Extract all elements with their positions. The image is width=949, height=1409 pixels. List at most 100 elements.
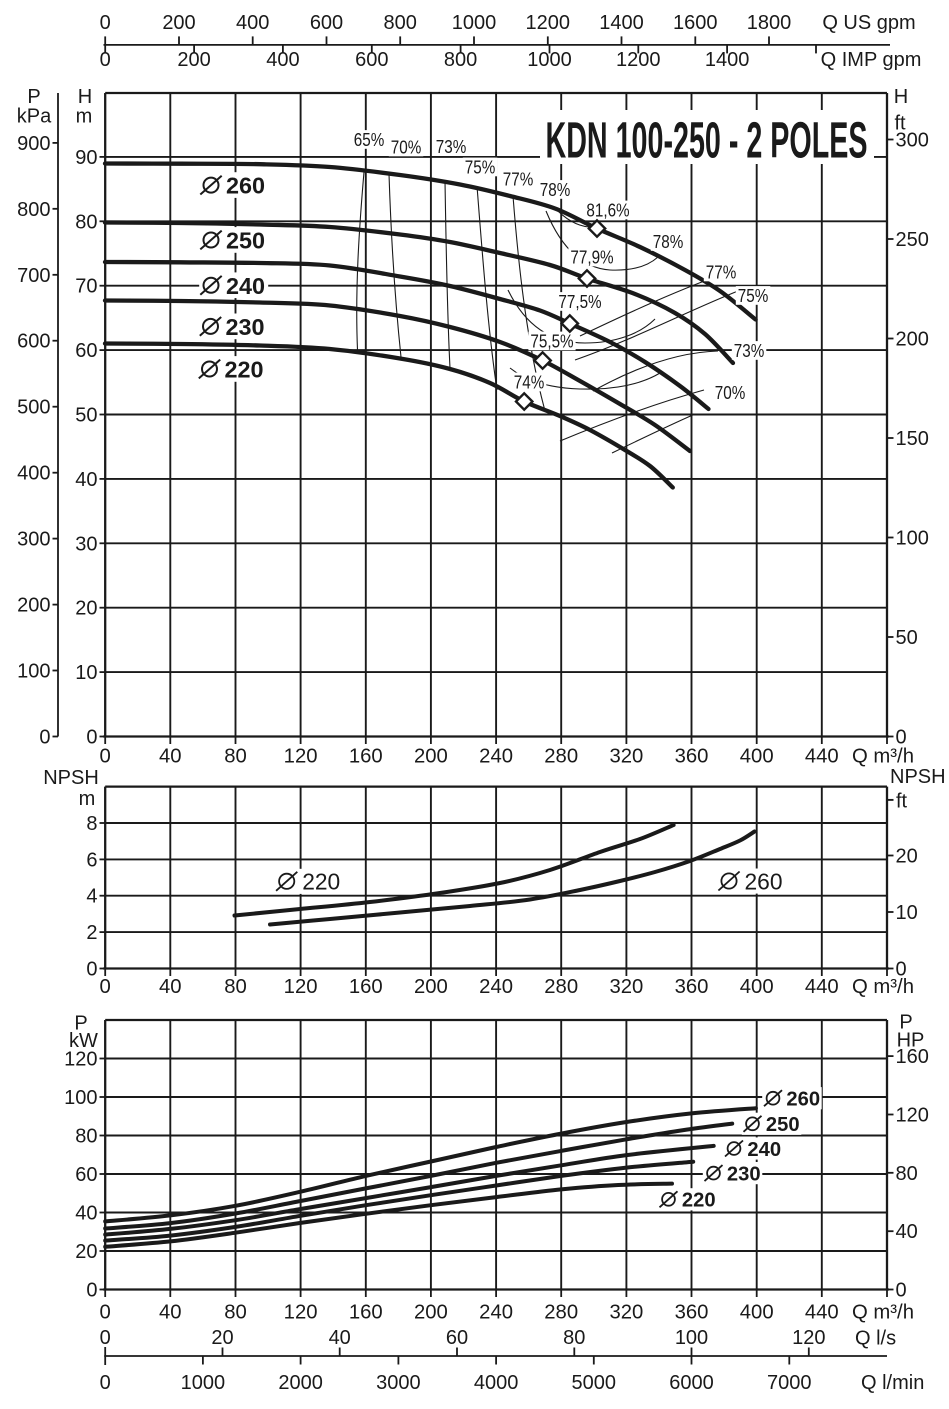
svg-text:70%: 70%: [715, 383, 746, 403]
svg-text:800: 800: [444, 49, 477, 71]
svg-text:Q m³/h: Q m³/h: [852, 976, 914, 998]
svg-text:0: 0: [100, 1302, 111, 1324]
svg-text:240: 240: [479, 746, 513, 768]
svg-text:1000: 1000: [181, 1372, 226, 1394]
svg-text:160: 160: [896, 1046, 929, 1068]
svg-text:0: 0: [100, 49, 111, 71]
svg-text:78%: 78%: [653, 232, 684, 252]
svg-text:300: 300: [17, 529, 50, 551]
svg-text:20: 20: [896, 846, 918, 868]
svg-text:77%: 77%: [706, 262, 737, 282]
svg-text:KDN 100-250 - 2 POLES: KDN 100-250 - 2 POLES: [546, 112, 868, 169]
svg-text:400: 400: [266, 49, 299, 71]
svg-text:220: 220: [225, 357, 264, 383]
svg-text:77%: 77%: [503, 169, 534, 189]
svg-text:73%: 73%: [734, 341, 765, 361]
svg-text:40: 40: [75, 469, 97, 491]
svg-text:160: 160: [349, 1302, 383, 1324]
svg-text:100: 100: [64, 1087, 97, 1109]
svg-text:0: 0: [100, 1372, 111, 1394]
svg-text:P: P: [27, 86, 40, 108]
svg-text:80: 80: [75, 1126, 97, 1148]
svg-text:1000: 1000: [527, 49, 572, 71]
svg-text:3000: 3000: [376, 1372, 421, 1394]
svg-text:75%: 75%: [738, 286, 769, 306]
svg-text:1200: 1200: [616, 49, 661, 71]
svg-text:320: 320: [609, 1302, 643, 1324]
svg-text:40: 40: [159, 746, 182, 768]
svg-text:260: 260: [786, 1089, 820, 1111]
svg-text:440: 440: [805, 1302, 839, 1324]
svg-text:600: 600: [310, 12, 343, 34]
svg-text:81,6%: 81,6%: [586, 200, 629, 220]
svg-text:65%: 65%: [354, 130, 385, 150]
svg-text:150: 150: [896, 428, 929, 450]
svg-text:10: 10: [75, 662, 97, 684]
svg-text:m: m: [76, 106, 93, 128]
svg-text:360: 360: [675, 1302, 709, 1324]
svg-text:120: 120: [792, 1327, 825, 1349]
svg-text:230: 230: [226, 314, 265, 340]
svg-text:600: 600: [17, 331, 50, 353]
svg-text:1600: 1600: [673, 12, 718, 34]
svg-text:0: 0: [896, 959, 907, 981]
svg-text:40: 40: [159, 976, 182, 998]
svg-text:0: 0: [896, 1280, 907, 1302]
svg-text:280: 280: [544, 1302, 578, 1324]
svg-text:2000: 2000: [278, 1372, 323, 1394]
svg-text:20: 20: [75, 1241, 97, 1263]
svg-text:40: 40: [896, 1221, 918, 1243]
svg-text:240: 240: [226, 273, 265, 299]
svg-text:10: 10: [896, 902, 918, 924]
svg-text:1400: 1400: [705, 49, 750, 71]
svg-text:120: 120: [284, 1302, 318, 1324]
svg-text:200: 200: [414, 976, 448, 998]
svg-text:220: 220: [302, 869, 340, 895]
svg-text:5000: 5000: [572, 1372, 617, 1394]
svg-text:260: 260: [226, 173, 265, 199]
svg-text:300: 300: [896, 130, 929, 152]
svg-text:320: 320: [609, 976, 643, 998]
svg-text:240: 240: [479, 976, 513, 998]
svg-text:100: 100: [896, 528, 929, 550]
svg-text:500: 500: [17, 397, 50, 419]
svg-text:700: 700: [17, 265, 50, 287]
svg-text:70: 70: [75, 276, 97, 298]
svg-text:1000: 1000: [452, 12, 497, 34]
svg-text:2: 2: [86, 922, 97, 944]
svg-text:78%: 78%: [540, 180, 571, 200]
svg-text:240: 240: [747, 1139, 781, 1161]
svg-text:1800: 1800: [747, 12, 792, 34]
svg-text:440: 440: [805, 746, 839, 768]
svg-text:77,9%: 77,9%: [570, 247, 613, 267]
svg-text:0: 0: [86, 727, 97, 749]
svg-text:P: P: [74, 1013, 87, 1035]
svg-text:360: 360: [675, 976, 709, 998]
svg-text:200: 200: [414, 1302, 448, 1324]
svg-text:Q US gpm: Q US gpm: [822, 12, 915, 34]
svg-text:120: 120: [64, 1049, 97, 1071]
svg-text:1200: 1200: [526, 12, 571, 34]
svg-text:m: m: [79, 788, 96, 810]
svg-text:400: 400: [740, 976, 774, 998]
svg-text:60: 60: [75, 340, 97, 362]
svg-text:Q m³/h: Q m³/h: [852, 746, 914, 768]
svg-text:40: 40: [329, 1327, 351, 1349]
svg-text:Q IMP gpm: Q IMP gpm: [821, 49, 922, 71]
svg-text:7000: 7000: [767, 1372, 812, 1394]
svg-text:200: 200: [896, 329, 929, 351]
svg-text:200: 200: [17, 595, 50, 617]
svg-text:70%: 70%: [391, 137, 422, 157]
svg-text:120: 120: [284, 976, 318, 998]
svg-text:NPSH: NPSH: [890, 766, 946, 788]
svg-text:320: 320: [609, 746, 643, 768]
svg-text:80: 80: [224, 1302, 247, 1324]
svg-text:20: 20: [75, 598, 97, 620]
svg-text:0: 0: [896, 727, 907, 749]
svg-text:P: P: [899, 1012, 912, 1034]
svg-text:6: 6: [86, 849, 97, 871]
svg-text:160: 160: [349, 976, 383, 998]
svg-text:60: 60: [446, 1327, 468, 1349]
svg-text:kW: kW: [69, 1030, 98, 1052]
svg-text:50: 50: [896, 627, 918, 649]
